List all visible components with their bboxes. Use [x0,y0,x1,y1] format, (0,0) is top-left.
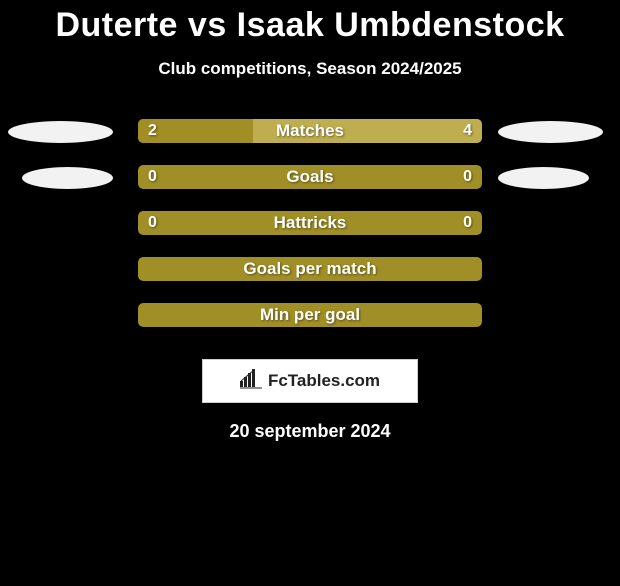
stat-row: 24Matches [0,119,620,165]
player-pill-left [22,167,113,189]
player-pill-left [8,121,113,143]
stat-row: Goals per match [0,257,620,303]
stat-row: 00Goals [0,165,620,211]
stat-bar: 24Matches [138,119,482,143]
stat-bar: 00Hattricks [138,211,482,235]
stat-label: Min per goal [138,303,482,327]
stat-label: Goals per match [138,257,482,281]
logo-text: FcTables.com [268,371,380,391]
bar-chart-icon [240,369,262,394]
date-line: 20 september 2024 [0,421,620,442]
stat-bar: Min per goal [138,303,482,327]
player-pill-right [498,167,589,189]
source-logo: FcTables.com [202,359,418,403]
stat-rows: 24Matches 00Goals 00Hattricks Goals per mat… [0,119,620,349]
stat-label: Hattricks [138,211,482,235]
stat-bar: Goals per match [138,257,482,281]
player-pill-right [498,121,603,143]
stat-label: Matches [138,119,482,143]
stat-row: Min per goal [0,303,620,349]
stat-row: 00Hattricks [0,211,620,257]
page-title: Duterte vs Isaak Umbdenstock [0,6,620,45]
stat-label: Goals [138,165,482,189]
page-subtitle: Club competitions, Season 2024/2025 [0,59,620,79]
stat-bar: 00Goals [138,165,482,189]
